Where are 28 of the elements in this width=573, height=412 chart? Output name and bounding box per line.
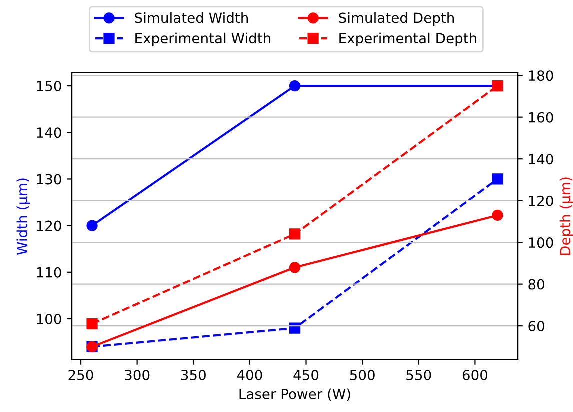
x-tick-label: 250: [68, 370, 94, 380]
y-tick-label: 120: [37, 220, 62, 232]
x-tick-label: 600: [462, 370, 488, 380]
y2-tick-label: 140: [529, 154, 554, 165]
y-tick-label: 130: [37, 174, 62, 185]
x-tick-label: 300: [125, 370, 150, 380]
x-tick-label: 400: [237, 370, 262, 380]
y2-tick-label: 60: [528, 321, 544, 332]
y-tick-label: 110: [37, 267, 62, 278]
y2-tick-label: 120: [529, 196, 554, 206]
y2-axis-title: Depth (µm): [560, 178, 573, 256]
legend-label: Simulated Width: [135, 12, 248, 24]
x-tick-label: 500: [350, 370, 375, 380]
legend-label: Experimental Width: [136, 32, 270, 46]
y2-tick-label: 160: [529, 112, 554, 123]
x-tick-label: 550: [406, 370, 432, 380]
legend-label: Experimental Depth: [340, 32, 476, 46]
x-tick-label: 350: [181, 370, 206, 380]
y-tick-label: 140: [37, 128, 62, 138]
legend-label: Simulated Depth: [339, 12, 454, 26]
x-axis-title: Laser Power (W): [240, 388, 350, 402]
y2-tick-label: 80: [528, 279, 544, 290]
y2-tick-label: 100: [529, 238, 554, 248]
y-axis-title: Width (µm): [16, 178, 30, 256]
y-tick-label: 100: [37, 314, 62, 324]
x-tick-label: 450: [294, 370, 319, 380]
y2-tick-label: 180: [529, 70, 554, 82]
y-tick-label: 150: [37, 81, 62, 92]
